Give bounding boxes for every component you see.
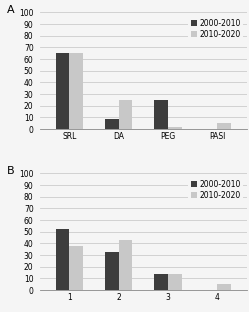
- Bar: [168, 274, 182, 290]
- Text: B: B: [7, 167, 14, 177]
- Bar: [168, 127, 182, 129]
- Legend: 2000-2010, 2010-2020: 2000-2010, 2010-2020: [188, 16, 243, 41]
- Bar: [105, 252, 119, 290]
- Bar: [105, 119, 119, 129]
- Bar: [154, 274, 168, 290]
- Bar: [217, 284, 231, 290]
- Bar: [119, 100, 132, 129]
- Bar: [154, 100, 168, 129]
- Bar: [217, 123, 231, 129]
- Text: A: A: [7, 6, 14, 16]
- Bar: [119, 240, 132, 290]
- Bar: [56, 53, 69, 129]
- Bar: [69, 53, 83, 129]
- Bar: [56, 230, 69, 290]
- Bar: [69, 246, 83, 290]
- Legend: 2000-2010, 2010-2020: 2000-2010, 2010-2020: [188, 177, 243, 202]
